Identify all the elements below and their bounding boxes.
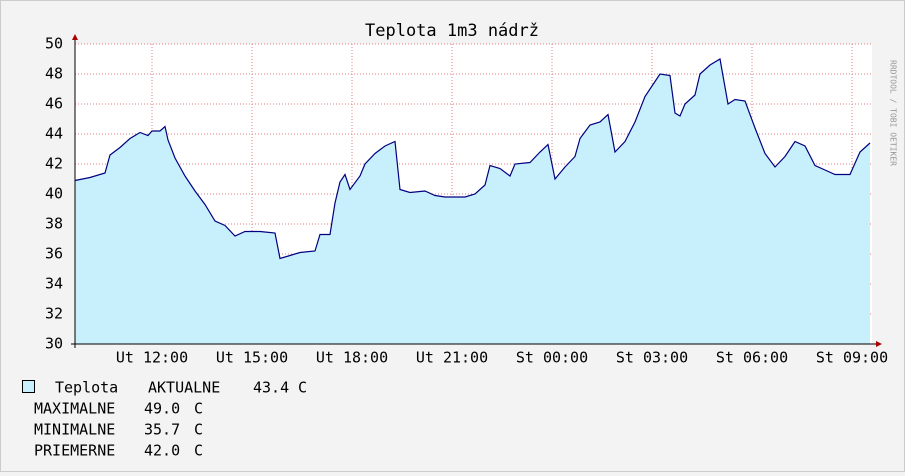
stat-value: 49.0 <box>144 400 180 418</box>
y-tick-label: 38 <box>45 215 63 233</box>
x-tick-label: Ut 12:00 <box>116 349 188 367</box>
axis-arrow <box>72 34 78 40</box>
x-tick-label: Ut 21:00 <box>416 349 488 367</box>
y-tick-label: 44 <box>45 125 63 143</box>
x-tick-label: St 06:00 <box>716 349 788 367</box>
stat-value: 35.7 <box>144 421 180 439</box>
stat-label: AKTUALNE <box>148 379 220 397</box>
x-tick-label: St 00:00 <box>516 349 588 367</box>
stat-unit: C <box>194 442 203 460</box>
chart-title: Teplota 1m3 nádrž <box>365 21 539 41</box>
legend-swatch <box>22 380 35 393</box>
y-tick-label: 36 <box>45 245 63 263</box>
x-tick-label: Ut 15:00 <box>216 349 288 367</box>
credit: RRDTOOL / TOBI OETIKER <box>889 60 898 166</box>
y-tick-label: 50 <box>45 35 63 53</box>
x-tick-label: St 09:00 <box>816 349 888 367</box>
y-tick-label: 30 <box>45 335 63 353</box>
y-tick-label: 42 <box>45 155 63 173</box>
legend: Teplota AKTUALNE 43.4 C MAXIMALNE 49.0 C MINIMA… <box>22 379 307 460</box>
area <box>75 59 870 344</box>
y-tick-label: 46 <box>45 95 63 113</box>
y-tick-label: 32 <box>45 305 63 323</box>
axis-arrow <box>876 341 882 347</box>
stat-unit: C <box>194 400 203 418</box>
legend-label: Teplota <box>55 379 118 397</box>
stat-label: MINIMALNE <box>34 421 115 439</box>
stat-unit: C <box>298 379 307 397</box>
line <box>74 58 871 260</box>
plot: 30 32 34 36 38 40 42 44 46 48 50 Ut 12:00 Ut 15:00 Ut… <box>45 34 888 367</box>
stat-label: MAXIMALNE <box>34 400 115 418</box>
y-tick-label: 48 <box>45 65 63 83</box>
stat-label: PRIEMERNE <box>34 442 115 460</box>
y-tick-label: 34 <box>45 275 63 293</box>
stat-value: 42.0 <box>144 442 180 460</box>
x-tick-label: Ut 18:00 <box>316 349 388 367</box>
x-tick-label: St 03:00 <box>616 349 688 367</box>
y-tick-label: 40 <box>45 185 63 203</box>
stat-value: 43.4 <box>253 379 289 397</box>
stat-unit: C <box>194 421 203 439</box>
